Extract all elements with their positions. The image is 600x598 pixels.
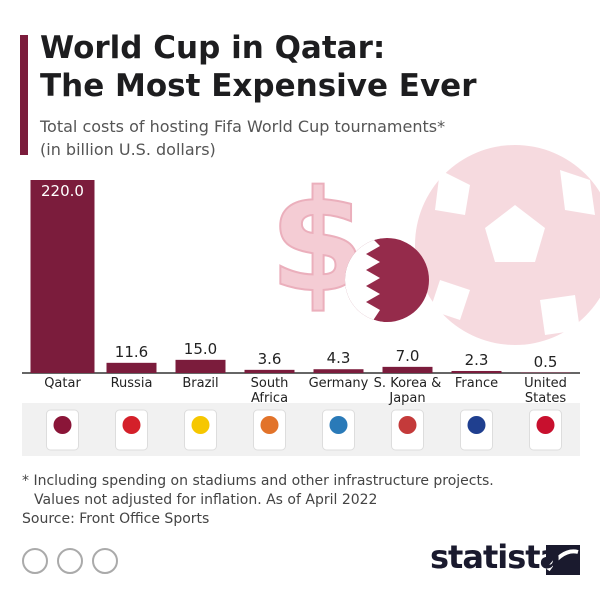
x-tick-label: South Africa — [250, 376, 289, 406]
subtitle: (in billion U.S. dollars) — [40, 140, 216, 159]
footnote: * Including spending on stadiums and oth… — [22, 473, 494, 508]
subtitle: Total costs of hosting Fifa World Cup to… — [40, 117, 446, 136]
bar — [175, 359, 226, 373]
decoration: $ — [268, 145, 600, 345]
x-tick-label: Brazil — [182, 376, 219, 391]
bar — [106, 362, 157, 373]
logo-emblem — [467, 416, 486, 434]
bar — [382, 366, 433, 373]
value-label: 11.6 — [114, 342, 149, 361]
logo-emblem — [329, 416, 348, 434]
x-tick-label: Qatar — [44, 376, 81, 391]
value-label: 2.3 — [464, 350, 489, 369]
x-tick-label: S. Korea & Japan — [373, 376, 442, 406]
title-line: The Most Expensive Ever — [40, 68, 477, 104]
logo-emblem — [260, 416, 279, 434]
title-line: World Cup in Qatar: — [40, 30, 386, 66]
x-tick-label: Russia — [110, 376, 153, 391]
logo-emblem — [536, 416, 555, 434]
value-label: 4.3 — [326, 349, 351, 368]
brand-mark-wave — [546, 549, 579, 572]
logo-emblem — [122, 416, 141, 434]
x-tick-label: Germany — [308, 376, 369, 391]
accent-bar — [20, 35, 28, 155]
bar — [451, 370, 502, 373]
value-label: 15.0 — [183, 339, 218, 358]
brand: statista — [430, 538, 561, 576]
x-tick-label: United States — [524, 376, 567, 406]
value-label: 0.5 — [533, 352, 558, 371]
logos — [46, 409, 562, 451]
logo-band — [22, 403, 580, 456]
license-icons — [22, 548, 118, 574]
logo-emblem — [398, 416, 417, 434]
bar — [313, 369, 364, 373]
value-label: 3.6 — [257, 349, 282, 368]
logo-emblem — [53, 416, 72, 434]
source: Source: Front Office Sports — [22, 511, 210, 527]
bar — [244, 369, 295, 373]
value-label: 7.0 — [395, 346, 420, 365]
bar — [30, 180, 95, 373]
logo-emblem — [191, 416, 210, 434]
x-tick-label: France — [454, 376, 499, 391]
value-label: 220.0 — [41, 182, 84, 200]
